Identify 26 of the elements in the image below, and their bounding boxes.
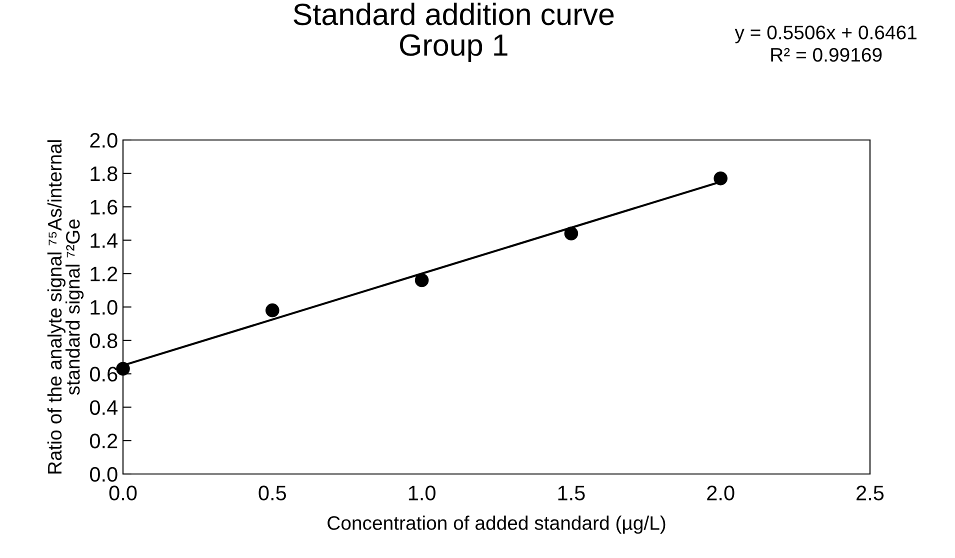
y-tick-label: 0.8 — [90, 333, 118, 348]
x-tick-label: 2.0 — [707, 486, 734, 500]
y-tick-label: 2.0 — [90, 133, 118, 148]
x-tick-label: 0.0 — [109, 486, 137, 500]
point — [714, 172, 728, 186]
point — [414, 273, 429, 288]
point — [564, 226, 578, 240]
y-tick-label: 0.2 — [90, 434, 118, 448]
y-tick-label: 1.0 — [90, 300, 118, 315]
y-axis-title: Ratio of the analyte signal ⁷⁵As/internal standard signal ⁷²Ge — [47, 140, 84, 474]
y-tick-label: 1.4 — [90, 233, 118, 248]
x-tick-label: 1.5 — [558, 486, 585, 500]
x-tick-label: 1.0 — [408, 486, 436, 500]
y-tick-label: 0.0 — [90, 467, 118, 482]
y-tick-label: 1.6 — [90, 200, 118, 215]
y-tick-label: 0.4 — [90, 400, 118, 415]
y-tick-label: 1.8 — [90, 166, 118, 182]
x-tick-label: 2.5 — [856, 486, 884, 500]
x-axis-title: Concentration of added standard (µg/L) — [328, 516, 666, 534]
text: y = 0.5506x + 0.6461 R² = 0.99169 — [734, 26, 916, 62]
chart-title: Standard addition curve Group 1 — [294, 2, 614, 62]
point — [116, 362, 130, 376]
x-tick-label: 0.5 — [258, 486, 286, 500]
point — [265, 303, 280, 318]
y-tick-label: 0.6 — [90, 366, 118, 382]
y-tick-label: 1.2 — [90, 266, 118, 282]
